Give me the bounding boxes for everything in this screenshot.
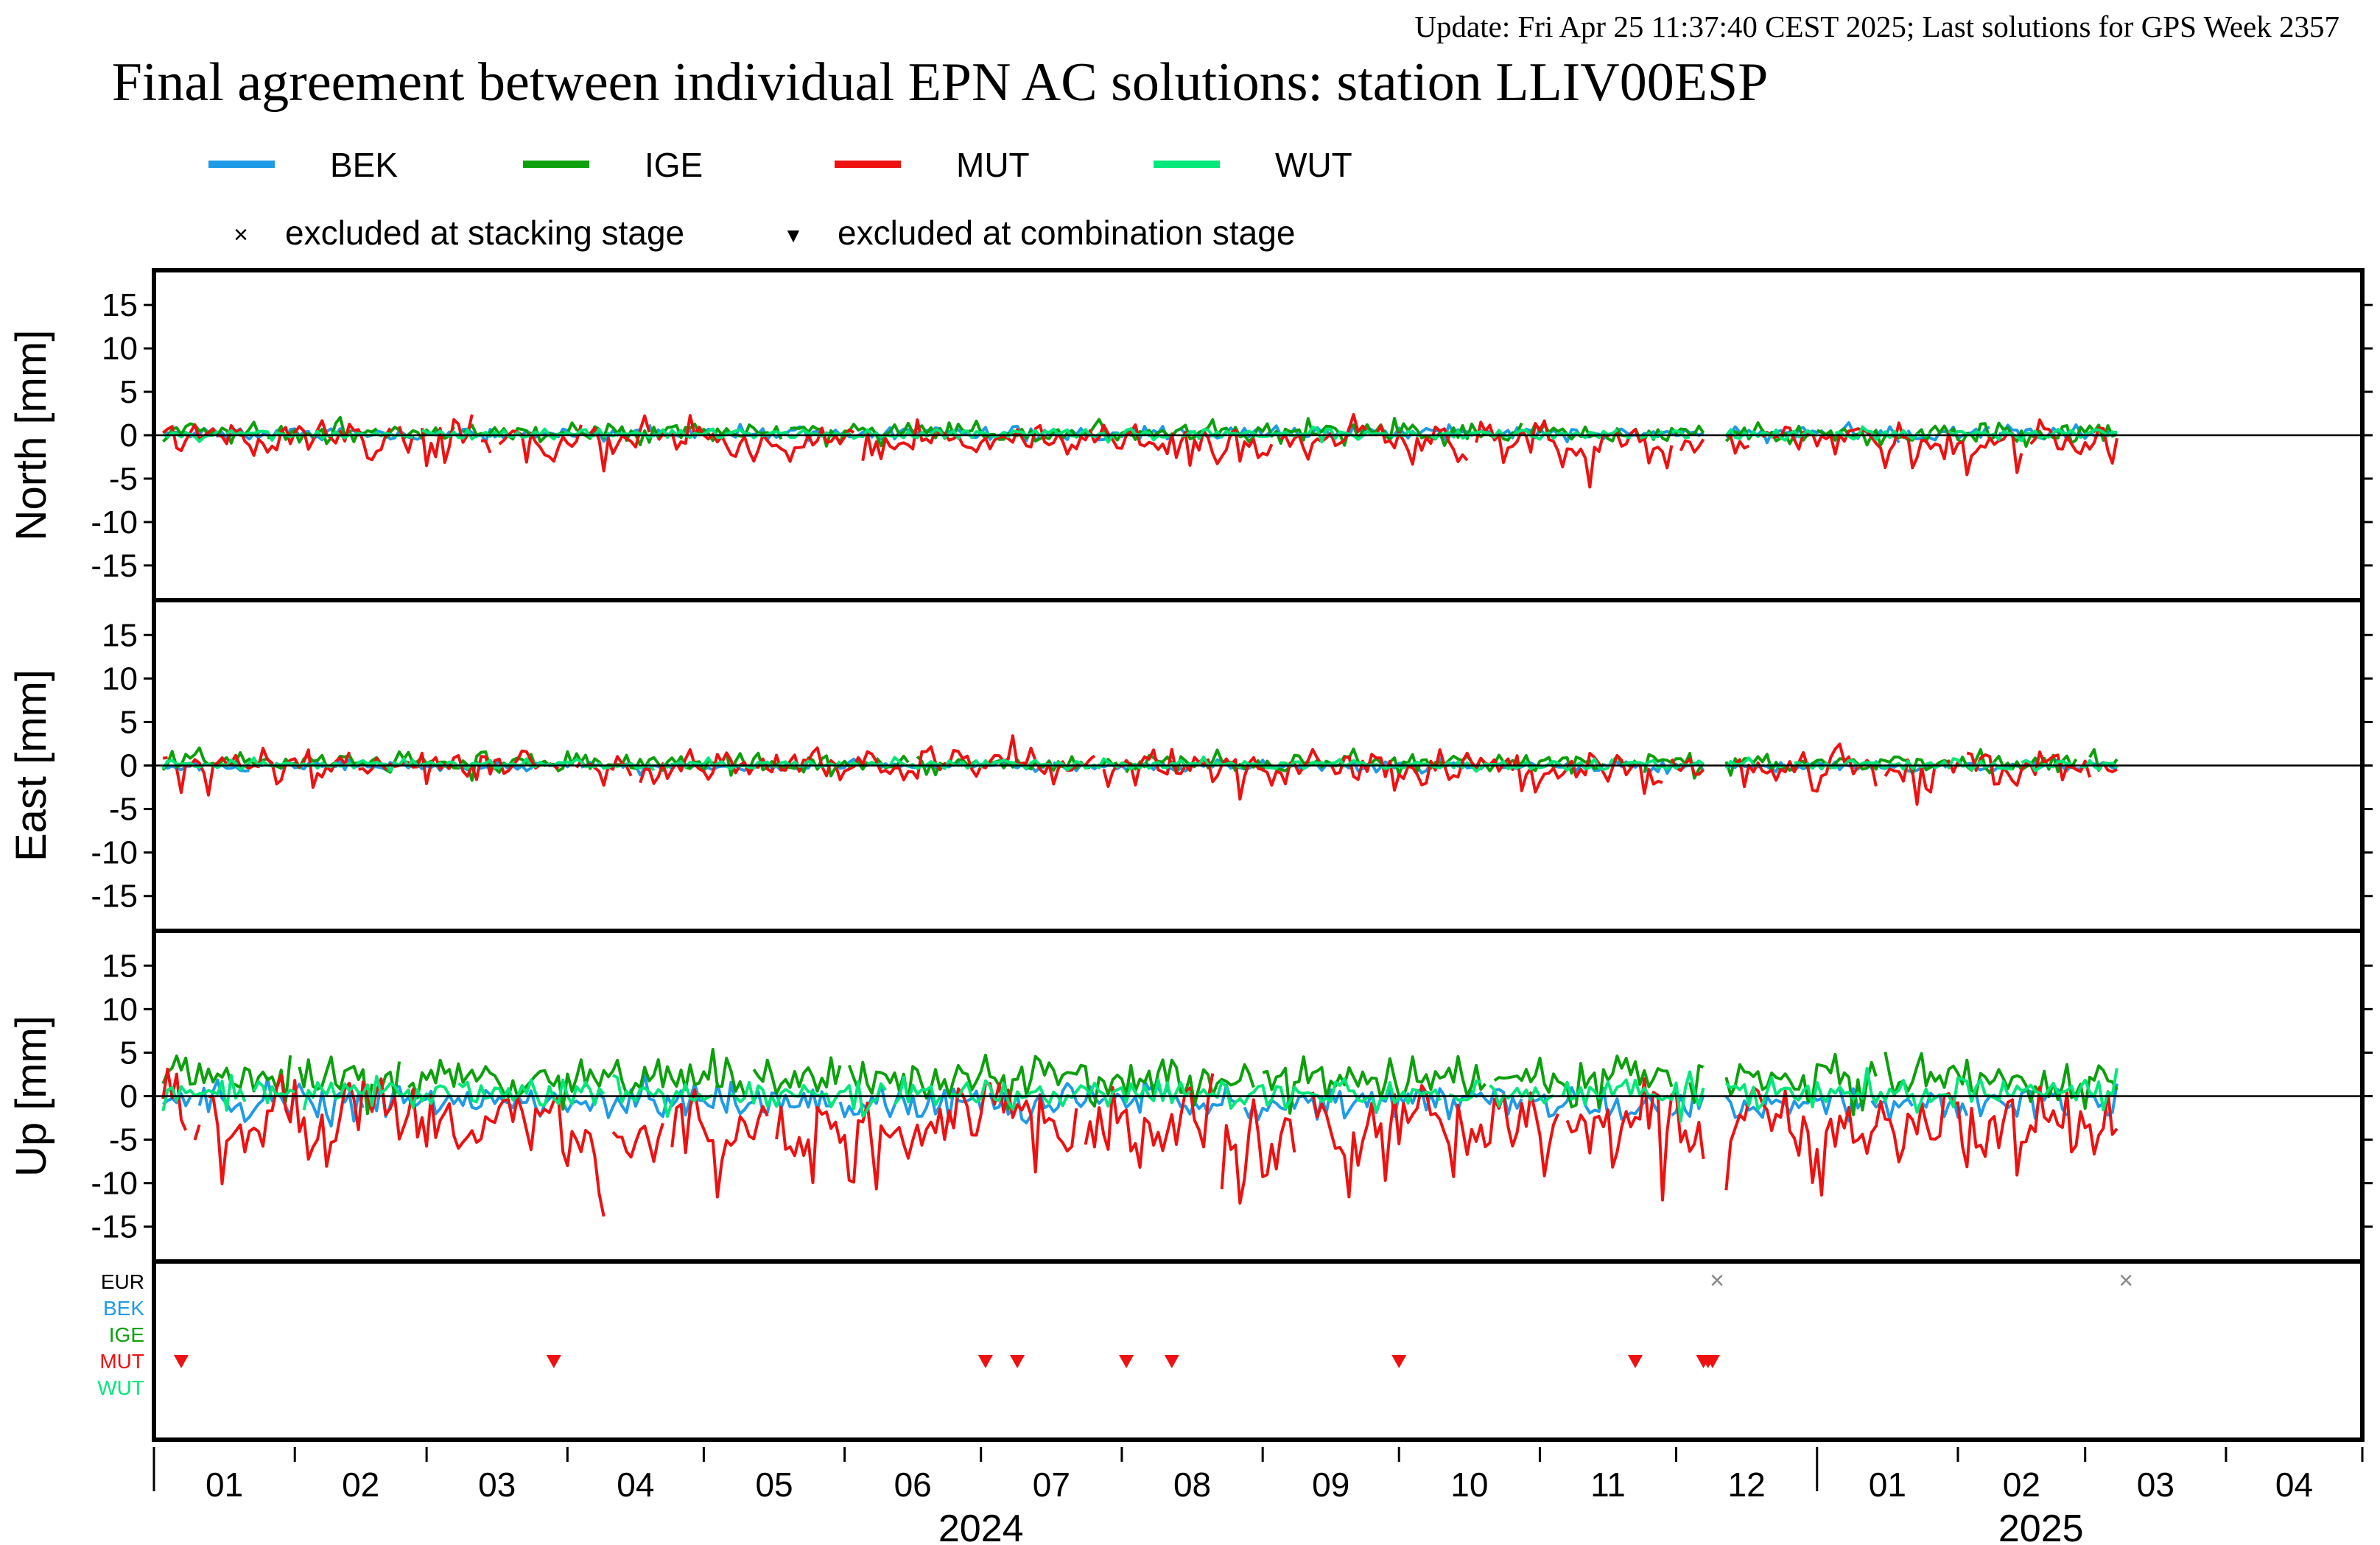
x-month-label: 03 — [478, 1465, 516, 1504]
x-axis: 01 02 03 04 05 06 07 08 09 10 11 12 01 02 03 04 2024 2025 — [152, 1447, 2364, 1545]
y-tick-label: 10 — [102, 991, 138, 1027]
y-tick-label: -5 — [109, 1122, 138, 1158]
exclusion-row-mut: MUT — [99, 1350, 144, 1373]
stacking-exclusion-mark: × — [1710, 1267, 1724, 1295]
y-tick-label: 0 — [120, 748, 138, 784]
y-tick-label: 10 — [102, 661, 138, 697]
y-tick-label: 5 — [120, 1035, 138, 1071]
y-tick-label: -15 — [91, 879, 138, 915]
y-tick-label: -10 — [91, 504, 138, 541]
y-tick-label: -5 — [109, 792, 138, 828]
exclusion-row-ige: IGE — [109, 1323, 144, 1346]
x-month-label: 01 — [1869, 1465, 1906, 1504]
panel-1: 15 10 5 0 -5 -10 -15 East [mm] — [7, 598, 2373, 933]
stacking-exclusion-mark: × — [2119, 1267, 2133, 1295]
x-month-label: 04 — [617, 1465, 654, 1504]
chart-title: Final agreement between individual EPN A… — [112, 52, 1769, 113]
x-month-label: 07 — [1033, 1465, 1070, 1504]
legend-stacking-label: excluded at stacking stage — [285, 214, 684, 252]
y-tick-label: 0 — [120, 1079, 138, 1115]
y-tick-label: -10 — [91, 1166, 138, 1202]
x-month-label: 04 — [2275, 1465, 2313, 1504]
y-axis-label: East [mm] — [7, 669, 55, 862]
y-tick-label: -10 — [91, 835, 138, 871]
series-mut — [162, 412, 2119, 489]
combination-exclusion-mark — [1391, 1355, 1407, 1368]
y-tick-label: -15 — [91, 548, 138, 584]
y-tick-label: 15 — [102, 948, 138, 984]
combination-exclusion-mark — [1705, 1355, 1720, 1368]
x-month-label: 06 — [894, 1465, 932, 1504]
exclusion-row-wut: WUT — [97, 1376, 144, 1399]
stacking-marker-icon: × — [234, 221, 248, 249]
y-tick-label: 15 — [102, 287, 138, 323]
plot-panels: 15 10 5 0 -5 -10 -15 North [mm] 15 10 5 0 -5 -10 -15 Ea… — [7, 268, 2373, 1264]
x-month-label: 02 — [2003, 1465, 2040, 1504]
y-tick-label: 5 — [120, 704, 138, 740]
y-tick-label: -5 — [109, 461, 138, 497]
update-text: Update: Fri Apr 25 11:37:40 CEST 2025; L… — [1414, 10, 2339, 43]
legend-label-wut: WUT — [1275, 146, 1352, 184]
combination-exclusion-mark — [977, 1355, 993, 1368]
combination-exclusion-mark — [1010, 1355, 1025, 1368]
y-tick-label: 0 — [120, 418, 138, 454]
combination-exclusion-mark — [1164, 1355, 1179, 1368]
x-month-label: 01 — [206, 1465, 243, 1504]
legend-label-bek: BEK — [330, 146, 398, 184]
exclusion-panel: EUR BEK IGE MUT WUT × × — [97, 1259, 2365, 1442]
x-month-label: 12 — [1728, 1465, 1766, 1504]
y-axis-label: North [mm] — [7, 330, 55, 541]
panel-2: 15 10 5 0 -5 -10 -15 Up [mm] — [7, 929, 2373, 1264]
combination-exclusion-mark — [1628, 1355, 1643, 1368]
series-mut — [161, 1067, 2119, 1217]
x-month-label: 09 — [1312, 1465, 1349, 1504]
y-tick-label: 15 — [102, 617, 138, 653]
x-month-label: 10 — [1450, 1465, 1488, 1504]
x-month-label: 08 — [1173, 1465, 1211, 1504]
x-month-label: 02 — [342, 1465, 379, 1504]
x-month-label: 05 — [755, 1465, 793, 1504]
y-axis-label: Up [mm] — [7, 1016, 55, 1177]
exclusion-row-eur: EUR — [101, 1270, 144, 1293]
combination-exclusion-mark — [174, 1355, 189, 1368]
combination-exclusion-mark — [546, 1355, 561, 1368]
legend-label-ige: IGE — [645, 146, 703, 184]
combination-marker-icon: ▼ — [783, 224, 804, 247]
legend: BEK IGE MUT WUT × excluded at stacking stage ▼… — [208, 146, 1352, 252]
x-year-label: 2024 — [938, 1507, 1024, 1545]
x-month-label: 11 — [1590, 1465, 1626, 1504]
series-ige — [161, 1047, 2119, 1116]
combination-exclusion-mark — [1119, 1355, 1134, 1368]
exclusion-frame — [152, 1259, 2365, 1442]
x-month-label: 03 — [2137, 1465, 2174, 1504]
x-year-label: 2025 — [1998, 1507, 2084, 1545]
y-tick-label: 5 — [120, 374, 138, 410]
legend-combination-label: excluded at combination stage — [838, 214, 1295, 252]
y-tick-label: -15 — [91, 1209, 138, 1245]
series-mut — [163, 734, 2118, 806]
legend-label-mut: MUT — [956, 146, 1030, 184]
panel-0: 15 10 5 0 -5 -10 -15 North [mm] — [7, 268, 2373, 602]
exclusion-row-bek: BEK — [103, 1297, 144, 1320]
y-tick-label: 10 — [102, 331, 138, 367]
